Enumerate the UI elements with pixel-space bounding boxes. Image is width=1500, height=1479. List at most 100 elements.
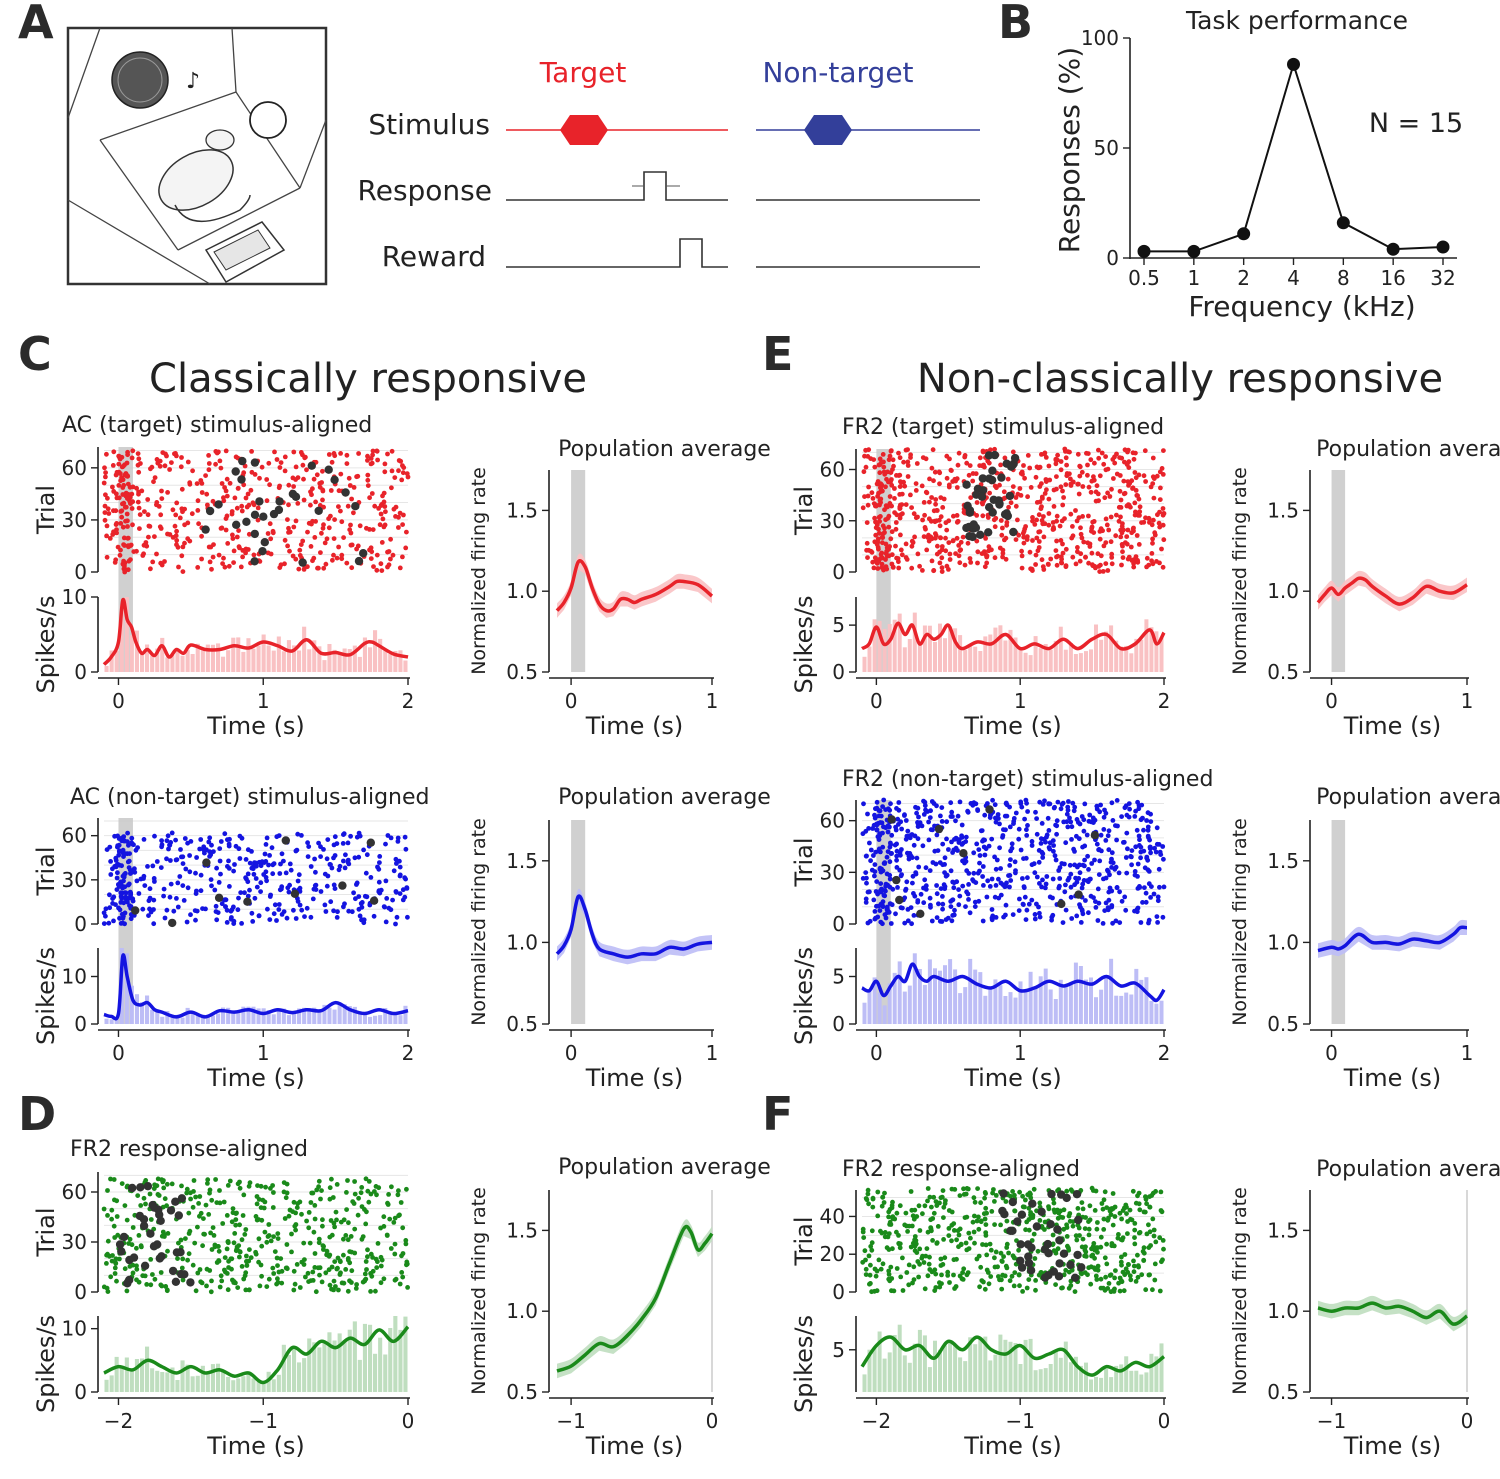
spike-dot (1092, 1267, 1098, 1272)
response-marker (1055, 1259, 1064, 1268)
spike-dot (989, 907, 995, 912)
spike-dot (915, 898, 921, 903)
spike-dot (967, 556, 973, 561)
spike-dot (1054, 831, 1059, 837)
spike-dot (148, 566, 153, 572)
spike-dot (165, 833, 171, 839)
spike-dot (882, 471, 888, 477)
spike-dot (168, 881, 174, 887)
x-tick-label: 0 (1461, 1409, 1474, 1433)
response-marker (978, 486, 988, 495)
psth-bar (1134, 638, 1139, 672)
spike-dot (378, 511, 384, 517)
spike-dot (365, 1188, 371, 1194)
spike-dot (1110, 1222, 1116, 1228)
psth-bar (988, 1360, 993, 1392)
spike-dot (897, 506, 903, 511)
x-tick-label: 1 (1014, 689, 1027, 713)
spike-dot (916, 1203, 922, 1209)
x-tick-label: 0 (1325, 1041, 1338, 1065)
spike-dot (1032, 916, 1038, 922)
psth-bar (129, 1370, 134, 1392)
spike-dot (1157, 560, 1162, 566)
spike-dot (209, 1278, 214, 1284)
response-marker (978, 474, 987, 483)
spike-dot (279, 884, 285, 890)
psth-bar (1008, 992, 1013, 1024)
spike-dot (399, 1270, 405, 1275)
spike-dot (334, 915, 340, 920)
spike-dot (1024, 907, 1030, 913)
spike-dot (887, 859, 893, 865)
spike-dot (1065, 1243, 1070, 1249)
spike-dot (938, 495, 944, 500)
spike-dot (922, 1286, 928, 1292)
spike-dot (911, 1264, 917, 1270)
section-title-nonclassical: Non-classically responsive (917, 356, 1443, 402)
spike-dot (364, 1267, 369, 1272)
spike-dot (902, 895, 908, 901)
x-tick-label: 1 (706, 689, 719, 713)
psth-bar (958, 993, 963, 1024)
spike-dot (173, 451, 178, 456)
psth-trace (103, 1325, 410, 1385)
spike-dot (404, 1259, 410, 1265)
spike-dot (892, 842, 898, 848)
response-marker (934, 824, 944, 834)
psth-bar (1028, 655, 1033, 672)
spike-dot (1161, 448, 1166, 453)
response-marker (1055, 1236, 1064, 1245)
spike-dot (876, 462, 882, 468)
psth-bar (160, 1372, 165, 1392)
spike-dot (1113, 1268, 1118, 1273)
spike-dot (1003, 902, 1009, 908)
spike-dot (254, 860, 260, 866)
spike-dot (913, 481, 919, 486)
spike-dot (863, 1272, 869, 1277)
spike-dot (1158, 485, 1163, 491)
psth-bar (185, 650, 190, 672)
spike-dot (381, 499, 387, 505)
psth-bar (104, 665, 109, 672)
psth-bar (226, 650, 231, 672)
spike-dot (883, 564, 889, 569)
spike-dot (995, 812, 1001, 817)
spike-dot (138, 461, 143, 466)
spike-dot (1141, 1257, 1147, 1263)
psth-bar (297, 1362, 302, 1392)
spike-dot (1046, 828, 1052, 833)
spike-dot (292, 1223, 298, 1229)
spike-dot (883, 807, 888, 812)
raster-y-tick-label: 60 (820, 458, 845, 482)
spike-dot (929, 558, 935, 564)
x-tick-label: 0 (706, 1409, 719, 1433)
spike-dot (211, 542, 216, 547)
spike-dot (274, 457, 280, 462)
spike-dot (1103, 561, 1109, 566)
response-marker (1074, 890, 1083, 899)
spike-dot (1154, 914, 1160, 919)
spike-dot (894, 806, 899, 811)
spike-dot (1160, 506, 1166, 511)
spike-dot (1095, 918, 1101, 923)
response-marker (237, 475, 246, 484)
spike-dot (365, 453, 370, 459)
spike-dot (245, 491, 251, 497)
spike-dot (1159, 546, 1164, 552)
spike-dot (354, 834, 360, 840)
spike-dot (361, 917, 367, 923)
spike-dot (308, 1278, 314, 1283)
spike-dot (1053, 1248, 1058, 1254)
spike-dot (374, 567, 380, 573)
spike-dot (1058, 554, 1064, 560)
spike-dot (367, 495, 372, 501)
spike-dot (103, 906, 109, 912)
spike-dot (216, 880, 222, 885)
spike-dot (925, 1198, 930, 1204)
spike-dot (362, 1271, 368, 1277)
response-marker (250, 529, 259, 539)
spike-dot (1054, 818, 1060, 824)
spike-dot (970, 877, 975, 883)
spike-dot (104, 1285, 110, 1291)
spike-dot (114, 1278, 119, 1284)
